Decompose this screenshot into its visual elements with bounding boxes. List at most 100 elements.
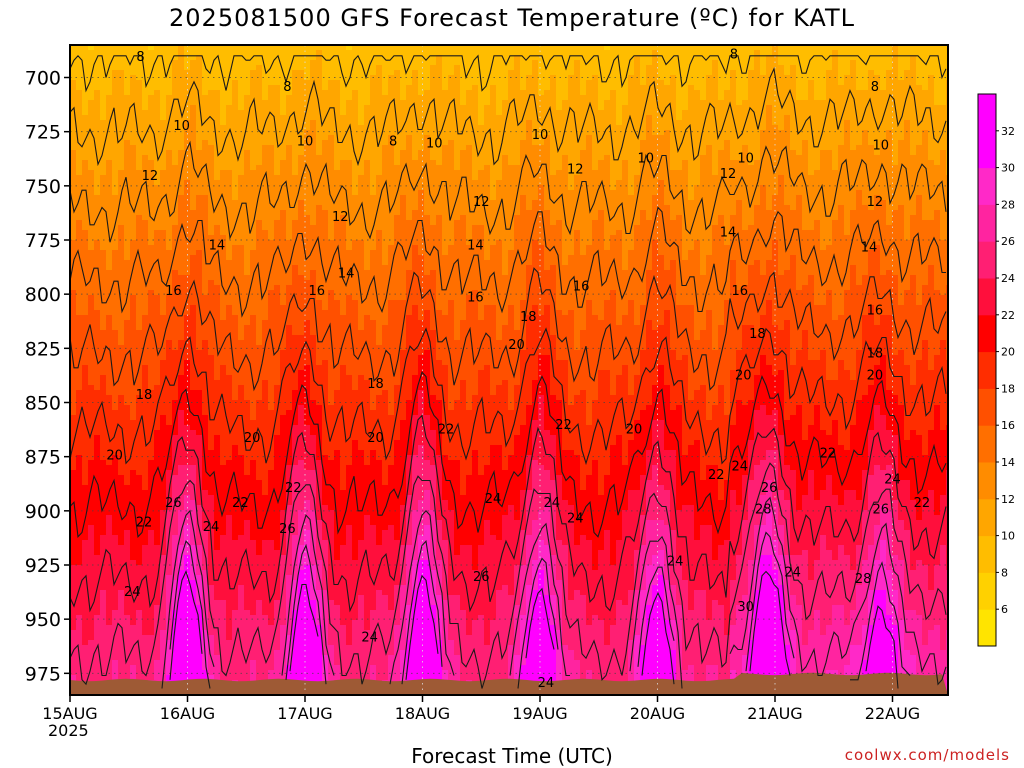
temperature-cell (256, 145, 263, 151)
temperature-cell (172, 425, 179, 431)
temperature-cell (268, 370, 275, 376)
temperature-cell (154, 165, 161, 171)
temperature-cell (190, 655, 197, 661)
temperature-cell (130, 455, 137, 461)
temperature-cell (298, 225, 305, 231)
temperature-cell (166, 665, 173, 671)
temperature-cell (232, 585, 239, 591)
temperature-cell (70, 430, 77, 436)
temperature-cell (160, 510, 167, 516)
temperature-cell (178, 455, 185, 461)
temperature-cell (232, 480, 239, 486)
temperature-cell (250, 555, 257, 561)
temperature-cell (76, 220, 83, 226)
temperature-cell (184, 515, 191, 521)
temperature-cell (118, 95, 125, 101)
temperature-cell (280, 215, 287, 221)
temperature-cell (88, 80, 95, 86)
temperature-cell (190, 195, 197, 201)
temperature-cell (226, 570, 233, 576)
temperature-cell (268, 575, 275, 581)
temperature-cell (196, 445, 203, 451)
temperature-cell (166, 165, 173, 171)
temperature-cell (256, 565, 263, 571)
temperature-cell (142, 475, 149, 481)
temperature-cell (190, 510, 197, 516)
temperature-cell (172, 275, 179, 281)
temperature-cell (154, 70, 161, 76)
temperature-cell (280, 175, 287, 181)
temperature-cell (130, 260, 137, 266)
temperature-cell (148, 85, 155, 91)
temperature-cell (76, 555, 83, 561)
temperature-cell (196, 385, 203, 391)
temperature-cell (184, 195, 191, 201)
temperature-cell (214, 170, 221, 176)
temperature-cell (256, 225, 263, 231)
temperature-cell (178, 380, 185, 386)
temperature-cell (178, 60, 185, 66)
temperature-cell (232, 270, 239, 276)
temperature-cell (202, 145, 209, 151)
temperature-cell (172, 515, 179, 521)
temperature-cell (226, 495, 233, 501)
temperature-cell (166, 510, 173, 516)
temperature-cell (124, 525, 131, 531)
temperature-cell (106, 405, 113, 411)
temperature-cell (94, 170, 101, 176)
temperature-cell (82, 460, 89, 466)
temperature-cell (250, 190, 257, 196)
temperature-cell (286, 195, 293, 201)
temperature-cell (190, 120, 197, 126)
temperature-cell (154, 250, 161, 256)
temperature-cell (250, 640, 257, 646)
temperature-cell (184, 635, 191, 641)
temperature-cell (100, 345, 107, 351)
temperature-cell (112, 105, 119, 111)
temperature-cell (280, 305, 287, 311)
temperature-cell (142, 275, 149, 281)
temperature-cell (142, 55, 149, 61)
temperature-cell (268, 390, 275, 396)
temperature-cell (220, 290, 227, 296)
temperature-cell (136, 285, 143, 291)
temperature-cell (100, 320, 107, 326)
temperature-cell (274, 285, 281, 291)
temperature-cell (70, 605, 77, 611)
temperature-cell (202, 565, 209, 571)
temperature-cell (214, 135, 221, 141)
temperature-cell (160, 350, 167, 356)
temperature-cell (220, 660, 227, 666)
temperature-cell (130, 385, 137, 391)
temperature-cell (190, 440, 197, 446)
temperature-cell (292, 550, 299, 556)
temperature-cell (130, 185, 137, 191)
temperature-cell (202, 410, 209, 416)
temperature-cell (106, 535, 113, 541)
temperature-cell (208, 60, 215, 66)
temperature-cell (232, 190, 239, 196)
temperature-cell (118, 375, 125, 381)
temperature-cell (82, 120, 89, 126)
temperature-cell (130, 550, 137, 556)
temperature-cell (70, 480, 77, 486)
temperature-cell (208, 265, 215, 271)
temperature-cell (244, 665, 251, 671)
temperature-cell (70, 245, 77, 251)
temperature-cell (268, 275, 275, 281)
temperature-cell (226, 65, 233, 71)
temperature-cell (94, 360, 101, 366)
temperature-cell (70, 570, 77, 576)
temperature-cell (244, 430, 251, 436)
temperature-cell (250, 390, 257, 396)
temperature-cell (130, 100, 137, 106)
temperature-cell (244, 335, 251, 341)
temperature-cell (196, 160, 203, 166)
temperature-cell (226, 125, 233, 131)
temperature-cell (220, 85, 227, 91)
temperature-cell (154, 545, 161, 551)
temperature-cell (142, 645, 149, 651)
temperature-cell (142, 530, 149, 536)
temperature-cell (94, 575, 101, 581)
temperature-cell (148, 385, 155, 391)
